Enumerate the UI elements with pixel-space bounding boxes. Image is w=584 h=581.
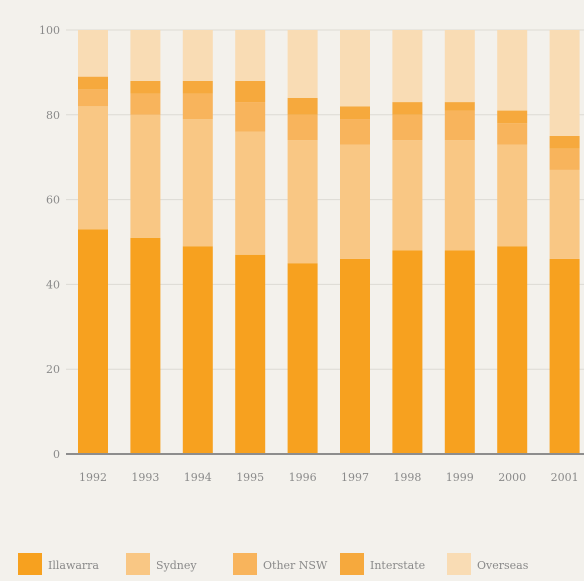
legend-label: Other NSW — [263, 559, 328, 572]
bar-segment — [549, 136, 580, 149]
bar-segment — [392, 102, 423, 115]
bar-segment — [182, 246, 213, 454]
bar-segment — [182, 93, 213, 120]
bar-segment — [130, 114, 161, 238]
bar-segment — [78, 76, 108, 90]
bar-segment — [182, 30, 213, 81]
bar-segment — [549, 30, 580, 136]
bar-segment — [78, 89, 108, 107]
legend: Illawarra Sydney Other NSW Interstate Overse… — [18, 553, 529, 575]
bar-segment — [497, 246, 528, 454]
bar-segment — [392, 250, 423, 454]
x-tick-label: 1992 — [79, 471, 107, 484]
y-tick-label: 100 — [39, 24, 60, 37]
bar-segment — [392, 114, 423, 141]
x-tick-label: 1994 — [184, 471, 212, 484]
legend-label: Sydney — [156, 559, 197, 572]
bar-segment — [497, 123, 528, 145]
bar-segment — [287, 263, 318, 454]
bar-segment — [340, 144, 370, 259]
bar-segment — [235, 254, 266, 454]
x-tick-label: 2000 — [498, 471, 526, 484]
x-tick-label: 2001 — [551, 471, 579, 484]
x-tick-label: 1997 — [341, 471, 369, 484]
bar-segment — [287, 114, 318, 141]
y-axis-ticks: 0 20 40 60 80 100 — [39, 24, 60, 461]
y-tick-label: 80 — [46, 109, 60, 122]
bar-segment — [340, 106, 370, 120]
bar-segment — [130, 30, 161, 81]
x-tick-label: 1996 — [289, 471, 317, 484]
x-tick-label: 1995 — [236, 471, 264, 484]
bar-segment — [78, 30, 108, 77]
legend-swatch — [340, 553, 364, 575]
bar-segment — [392, 140, 423, 251]
bar-segment — [235, 102, 266, 132]
bar-segment — [444, 250, 475, 454]
bar-segment — [444, 110, 475, 141]
x-tick-label: 1999 — [446, 471, 474, 484]
bar-segment — [549, 258, 580, 454]
bar-segment — [340, 258, 370, 454]
x-axis-ticks: 1992 1993 1994 1995 1996 1997 1998 1999 2000 2001 — [79, 471, 579, 484]
legend-label: Overseas — [477, 559, 529, 572]
bar-segment — [549, 169, 580, 259]
bar-segment — [444, 102, 475, 111]
y-tick-label: 40 — [46, 278, 60, 291]
bar-segment — [287, 30, 318, 98]
x-tick-label: 1998 — [393, 471, 421, 484]
bars — [78, 30, 580, 454]
bar-segment — [130, 237, 161, 454]
legend-swatch — [233, 553, 257, 575]
bar-segment — [235, 80, 266, 103]
legend-swatch — [18, 553, 42, 575]
bar-segment — [78, 229, 108, 454]
bar-segment — [287, 97, 318, 115]
bar-segment — [497, 110, 528, 124]
bar-segment — [340, 30, 370, 107]
bar-segment — [287, 140, 318, 264]
bar-segment — [549, 148, 580, 170]
legend-label: Illawarra — [48, 559, 99, 572]
bar-segment — [235, 131, 266, 255]
legend-swatch — [447, 553, 471, 575]
bar-segment — [340, 119, 370, 145]
legend-label: Interstate — [370, 559, 425, 572]
bar-segment — [182, 80, 213, 94]
y-tick-label: 60 — [46, 194, 60, 207]
bar-segment — [497, 144, 528, 247]
bar-segment — [497, 30, 528, 111]
bar-segment — [130, 93, 161, 115]
bar-segment — [444, 30, 475, 103]
bar-segment — [182, 119, 213, 247]
bar-segment — [392, 30, 423, 103]
bar-segment — [78, 106, 108, 230]
bar-segment — [444, 140, 475, 251]
y-tick-label: 0 — [53, 448, 60, 461]
bar-segment — [235, 30, 266, 81]
x-tick-label: 1993 — [131, 471, 159, 484]
y-tick-label: 20 — [46, 363, 60, 376]
legend-swatch — [126, 553, 150, 575]
bar-segment — [130, 80, 161, 94]
